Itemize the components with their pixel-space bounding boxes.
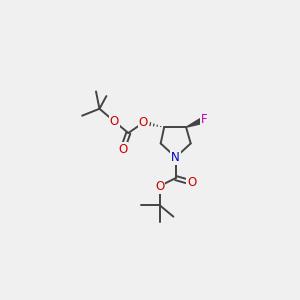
Text: F: F xyxy=(201,113,208,126)
Text: O: O xyxy=(118,143,127,156)
Text: O: O xyxy=(110,115,119,128)
Text: O: O xyxy=(187,176,196,189)
Polygon shape xyxy=(186,117,206,127)
Text: O: O xyxy=(155,180,164,193)
Text: N: N xyxy=(171,151,180,164)
Text: O: O xyxy=(139,116,148,129)
